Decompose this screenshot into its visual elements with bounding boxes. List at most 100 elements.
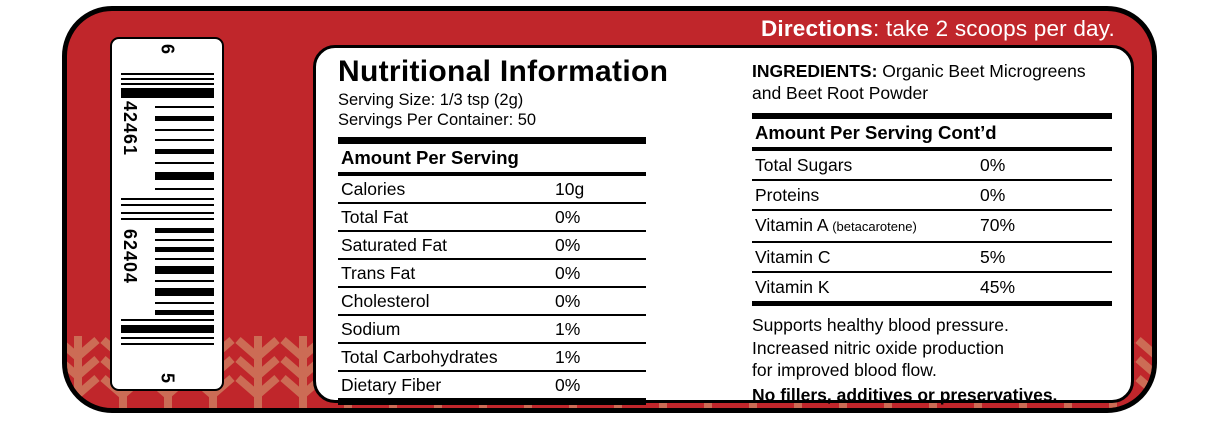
nutrient-name: Vitamin A (betacarotene) — [755, 215, 917, 235]
barcode-digit-top: 6 — [157, 44, 178, 56]
benefits-text: Supports healthy blood pressure. Increas… — [752, 314, 1112, 382]
directions-instruction: : take 2 scoops per day. — [872, 16, 1115, 41]
amount-table-rows: Calories 10g Total Fat 0% Saturated Fat 0% Tra… — [338, 176, 646, 398]
ingredients-label: INGREDIENTS: — [752, 61, 878, 81]
ingredients-text: INGREDIENTS: Organic Beet Microgreens an… — [752, 60, 1112, 104]
directions-label: Directions — [760, 16, 873, 41]
table-divider-medium — [338, 172, 646, 176]
table-row: Vitamin C 5% — [752, 241, 1112, 271]
contd-table-header: Amount Per Serving Cont’d — [755, 122, 997, 143]
barcode-bar — [155, 162, 214, 164]
nutrient-value: 0% — [980, 185, 1006, 205]
table-row: Total Fat 0% — [338, 202, 646, 230]
barcode-bar — [155, 149, 214, 154]
barcode-bar — [155, 106, 214, 108]
barcode-bar — [121, 73, 214, 75]
barcode-bar — [121, 212, 214, 214]
table-row: Sodium 1% — [338, 314, 646, 342]
barcode-bar — [121, 83, 214, 85]
nutrient-name: Calories — [341, 179, 406, 199]
nutrient-value: 10g — [555, 179, 585, 199]
nutrition-panel: Nutritional Information Serving Size: 1/… — [313, 45, 1134, 406]
benefits-line: for improved blood flow. — [752, 360, 937, 380]
barcode-bar — [121, 88, 214, 98]
barcode-bar — [121, 325, 214, 333]
nutrient-name: Vitamin C — [755, 247, 831, 267]
table-row: Total Sugars 0% — [752, 151, 1112, 179]
nutrient-name: Total Carbohydrates — [341, 347, 498, 367]
table-row: Proteins 0% — [752, 179, 1112, 209]
barcode-bar — [155, 129, 214, 131]
barcode-bar — [155, 139, 214, 141]
barcode-bar — [121, 78, 214, 80]
nutrient-value: 5% — [980, 247, 1006, 267]
serving-size: Serving Size: 1/3 tsp (2g) — [338, 91, 524, 109]
barcode-bar — [155, 288, 214, 296]
table-row: Saturated Fat 0% — [338, 230, 646, 258]
nutrition-left-column: Nutritional Information Serving Size: 1/… — [338, 54, 669, 405]
nutrient-name: Dietary Fiber — [341, 375, 442, 395]
table-row: Vitamin A (betacarotene) 70% — [752, 209, 1112, 241]
table-row: Calories 10g — [338, 176, 646, 202]
nutrient-name: Trans Fat — [341, 263, 416, 283]
nutrient-name: Cholesterol — [341, 291, 430, 311]
nutrient-value: 0% — [555, 263, 581, 283]
barcode-bar — [155, 172, 214, 180]
ingredients-list: Organic Beet Microgreens and Beet Root P… — [752, 61, 1086, 103]
directions-text: Directions: take 2 scoops per day. — [761, 16, 1115, 42]
nutrition-title: Nutritional Information — [338, 55, 669, 88]
table-divider-thick — [338, 398, 646, 405]
nutrient-name: Total Fat — [341, 207, 409, 227]
servings-per-container: Servings Per Container: 50 — [338, 111, 537, 129]
barcode-bars — [121, 73, 214, 355]
nutrient-name: Sodium — [341, 319, 401, 339]
nutrient-name: Total Sugars — [755, 155, 853, 175]
table-row: Vitamin K 45% — [752, 271, 1112, 301]
barcode-bar — [155, 116, 214, 121]
nutrient-value: 0% — [555, 235, 581, 255]
table-row: Total Carbohydrates 1% — [338, 342, 646, 370]
nutrient-value: 1% — [555, 319, 581, 339]
barcode-digit-bottom: 5 — [157, 372, 178, 384]
barcode-bar — [121, 204, 214, 206]
barcode-bar — [121, 218, 214, 220]
barcode-bar — [121, 319, 214, 321]
nutrition-right-column: INGREDIENTS: Organic Beet Microgreens an… — [752, 60, 1112, 406]
barcode-bar — [155, 258, 214, 260]
nutrient-name: Saturated Fat — [341, 235, 448, 255]
nutrient-value: 0% — [555, 207, 581, 227]
nutrient-value: 0% — [980, 155, 1006, 175]
nutrient-note: (betacarotene) — [828, 219, 917, 234]
nutrient-value: 1% — [555, 347, 581, 367]
barcode-bar — [155, 239, 214, 241]
table-divider-thick — [752, 301, 1112, 306]
barcode-bar — [155, 310, 214, 315]
wheat-icon — [235, 336, 280, 408]
table-divider-thick — [338, 137, 646, 144]
barcode-bar — [155, 280, 214, 282]
barcode-bar — [155, 247, 214, 252]
benefits-line: Supports healthy blood pressure. — [752, 315, 1009, 335]
barcode-bar — [121, 198, 214, 200]
table-divider-thick — [752, 113, 1112, 119]
nutrient-value: 0% — [555, 375, 581, 395]
wheat-icon — [67, 336, 100, 408]
no-fillers-claim: No fillers, additives or preservatives. — [752, 384, 1058, 405]
wheat-icon — [1135, 336, 1152, 396]
barcode-bar — [121, 337, 214, 339]
benefits-line: Increased nitric oxide production — [752, 337, 1004, 358]
contd-table-rows: Total Sugars 0% Proteins 0% Vitamin A (betac… — [752, 151, 1112, 301]
nutrient-value: 45% — [980, 277, 1016, 297]
nutrient-value: 0% — [555, 291, 581, 311]
nutrient-name: Vitamin K — [755, 277, 830, 297]
barcode-bar — [155, 302, 214, 304]
barcode-bar — [155, 188, 214, 190]
barcode-bar — [121, 343, 214, 345]
barcode-panel: 6 42461 62404 5 — [110, 37, 224, 391]
table-row: Trans Fat 0% — [338, 258, 646, 286]
barcode-digit-lower: 62404 — [120, 229, 140, 285]
barcode-digit-upper: 42461 — [120, 101, 140, 157]
product-label: Directions: take 2 scoops per day. 6 424… — [62, 6, 1157, 413]
amount-contd-table: Amount Per Serving Cont’d Total Sugars 0%… — [752, 113, 1112, 306]
